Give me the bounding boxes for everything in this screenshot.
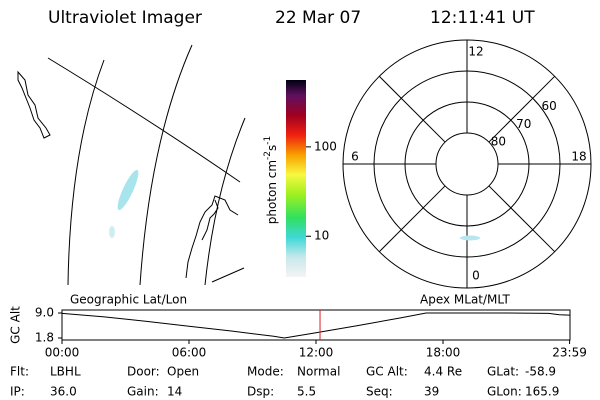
x-tick-label: 18:00 [426, 346, 461, 360]
grid-line [211, 267, 245, 283]
info-label: GC Alt: [366, 365, 408, 379]
info-label: Gain: [127, 385, 159, 399]
y-tick-label: 9.0 [35, 306, 54, 320]
info-value: 5.5 [297, 385, 316, 399]
mlt-label: 6 [351, 150, 359, 164]
info-value: Open [167, 365, 199, 379]
grid-line [139, 44, 193, 286]
time: 12:11:41 UT [430, 8, 535, 28]
info-label: IP: [10, 385, 25, 399]
info-label: GLon: [487, 385, 522, 399]
label-part: -1 [263, 136, 273, 145]
ring-label: 80 [491, 135, 506, 149]
info-label: GLat: [487, 365, 519, 379]
mlt-line [488, 185, 556, 253]
altitude-line [61, 312, 570, 339]
map-label: Geographic Lat/Lon [70, 293, 187, 307]
info-value: -58.9 [525, 365, 556, 379]
x-tick-label: 12:00 [299, 346, 334, 360]
grid-line [67, 59, 105, 286]
label-part: photon cm [265, 160, 279, 224]
info-value: 165.9 [525, 385, 559, 399]
grid-line [47, 57, 241, 183]
info-value: Normal [297, 365, 340, 379]
grid-line [204, 117, 246, 286]
mlt-line [378, 75, 446, 143]
info-label: Flt: [10, 365, 29, 379]
colorbar-label: photon cm-2s-1 [263, 136, 279, 225]
info-label: Dsp: [247, 385, 274, 399]
title: Ultraviolet Imager [48, 8, 202, 28]
y-axis-label: GC Alt [9, 306, 23, 344]
aurora [460, 235, 480, 241]
polar-ring [435, 132, 499, 196]
colorbar-tick-label: 100 [314, 139, 337, 153]
label-part: s [265, 145, 279, 151]
info-value: 36.0 [50, 385, 77, 399]
y-tick-label: 1.8 [35, 331, 54, 345]
aurora [109, 226, 115, 238]
aurora [117, 169, 139, 211]
colorbar-tick-label: 10 [314, 229, 329, 243]
coastline [185, 195, 239, 279]
info-value: 14 [167, 385, 182, 399]
map-label: Apex MLat/MLT [420, 293, 510, 307]
x-tick-label: 06:00 [172, 346, 207, 360]
info-value: LBHL [50, 365, 81, 379]
geo-map [17, 44, 246, 286]
info-value: 39 [424, 385, 439, 399]
coastline [201, 199, 219, 241]
timeline-frame [61, 309, 571, 341]
x-tick-label: 00:00 [45, 346, 80, 360]
mlt-line [378, 185, 446, 253]
info-value: 4.4 Re [424, 365, 462, 379]
mlt-label: 0 [472, 269, 480, 283]
ring-label: 70 [516, 117, 531, 131]
info-label: Seq: [366, 385, 393, 399]
mlt-line [488, 75, 556, 143]
coastline [17, 70, 51, 139]
label-part: -2 [263, 151, 273, 160]
ring-label: 60 [542, 99, 557, 113]
x-tick-label: 23:59 [552, 346, 587, 360]
info-label: Mode: [247, 365, 284, 379]
info-label: Door: [127, 365, 160, 379]
date: 22 Mar 07 [275, 8, 361, 28]
colorbar [286, 80, 306, 277]
mlt-label: 18 [571, 150, 586, 164]
mlt-label: 12 [468, 45, 483, 59]
